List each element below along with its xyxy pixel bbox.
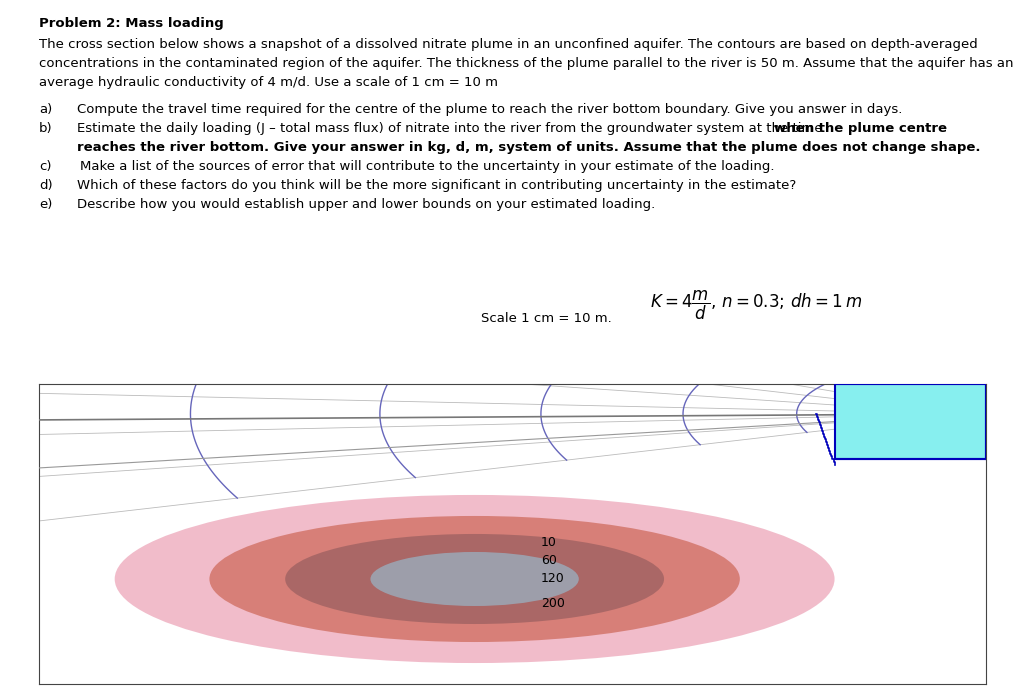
Text: when the plume centre: when the plume centre (774, 122, 947, 135)
Text: 10: 10 (541, 537, 557, 549)
Text: 200: 200 (541, 597, 565, 609)
Ellipse shape (115, 495, 835, 663)
Text: Scale 1 cm = 10 m.: Scale 1 cm = 10 m. (481, 311, 612, 325)
Text: d): d) (39, 179, 52, 192)
Bar (835, 384, 986, 459)
Text: $K = 4\dfrac{m}{d},\,n = 0.3;\,dh = 1\,m$: $K = 4\dfrac{m}{d},\,n = 0.3;\,dh = 1\,m… (650, 289, 862, 322)
Ellipse shape (210, 516, 739, 642)
Text: c): c) (39, 160, 51, 173)
Text: Make a list of the sources of error that will contribute to the uncertainty in y: Make a list of the sources of error that… (80, 160, 774, 173)
Text: The cross section below shows a snapshot of a dissolved nitrate plume in an unco: The cross section below shows a snapshot… (39, 38, 978, 52)
Text: Which of these factors do you think will be the more significant in contributing: Which of these factors do you think will… (77, 179, 796, 192)
Ellipse shape (371, 552, 579, 606)
Text: 60: 60 (541, 554, 557, 567)
Text: Describe how you would establish upper and lower bounds on your estimated loadin: Describe how you would establish upper a… (77, 198, 655, 211)
Text: 120: 120 (541, 572, 564, 586)
Text: Estimate the daily loading (J – total mass flux) of nitrate into the river from : Estimate the daily loading (J – total ma… (77, 122, 826, 135)
Ellipse shape (285, 534, 665, 624)
Text: b): b) (39, 122, 52, 135)
Text: e): e) (39, 198, 52, 211)
Text: concentrations in the contaminated region of the aquifer. The thickness of the p: concentrations in the contaminated regio… (39, 57, 1014, 70)
Text: Problem 2: Mass loading: Problem 2: Mass loading (39, 17, 223, 31)
Text: Compute the travel time required for the centre of the plume to reach the river : Compute the travel time required for the… (77, 103, 902, 117)
Text: average hydraulic conductivity of 4 m/d. Use a scale of 1 cm = 10 m: average hydraulic conductivity of 4 m/d.… (39, 76, 498, 89)
Text: a): a) (39, 103, 52, 117)
Text: reaches the river bottom. Give your answer in kg, d, m, system of units. Assume : reaches the river bottom. Give your answ… (77, 141, 980, 154)
